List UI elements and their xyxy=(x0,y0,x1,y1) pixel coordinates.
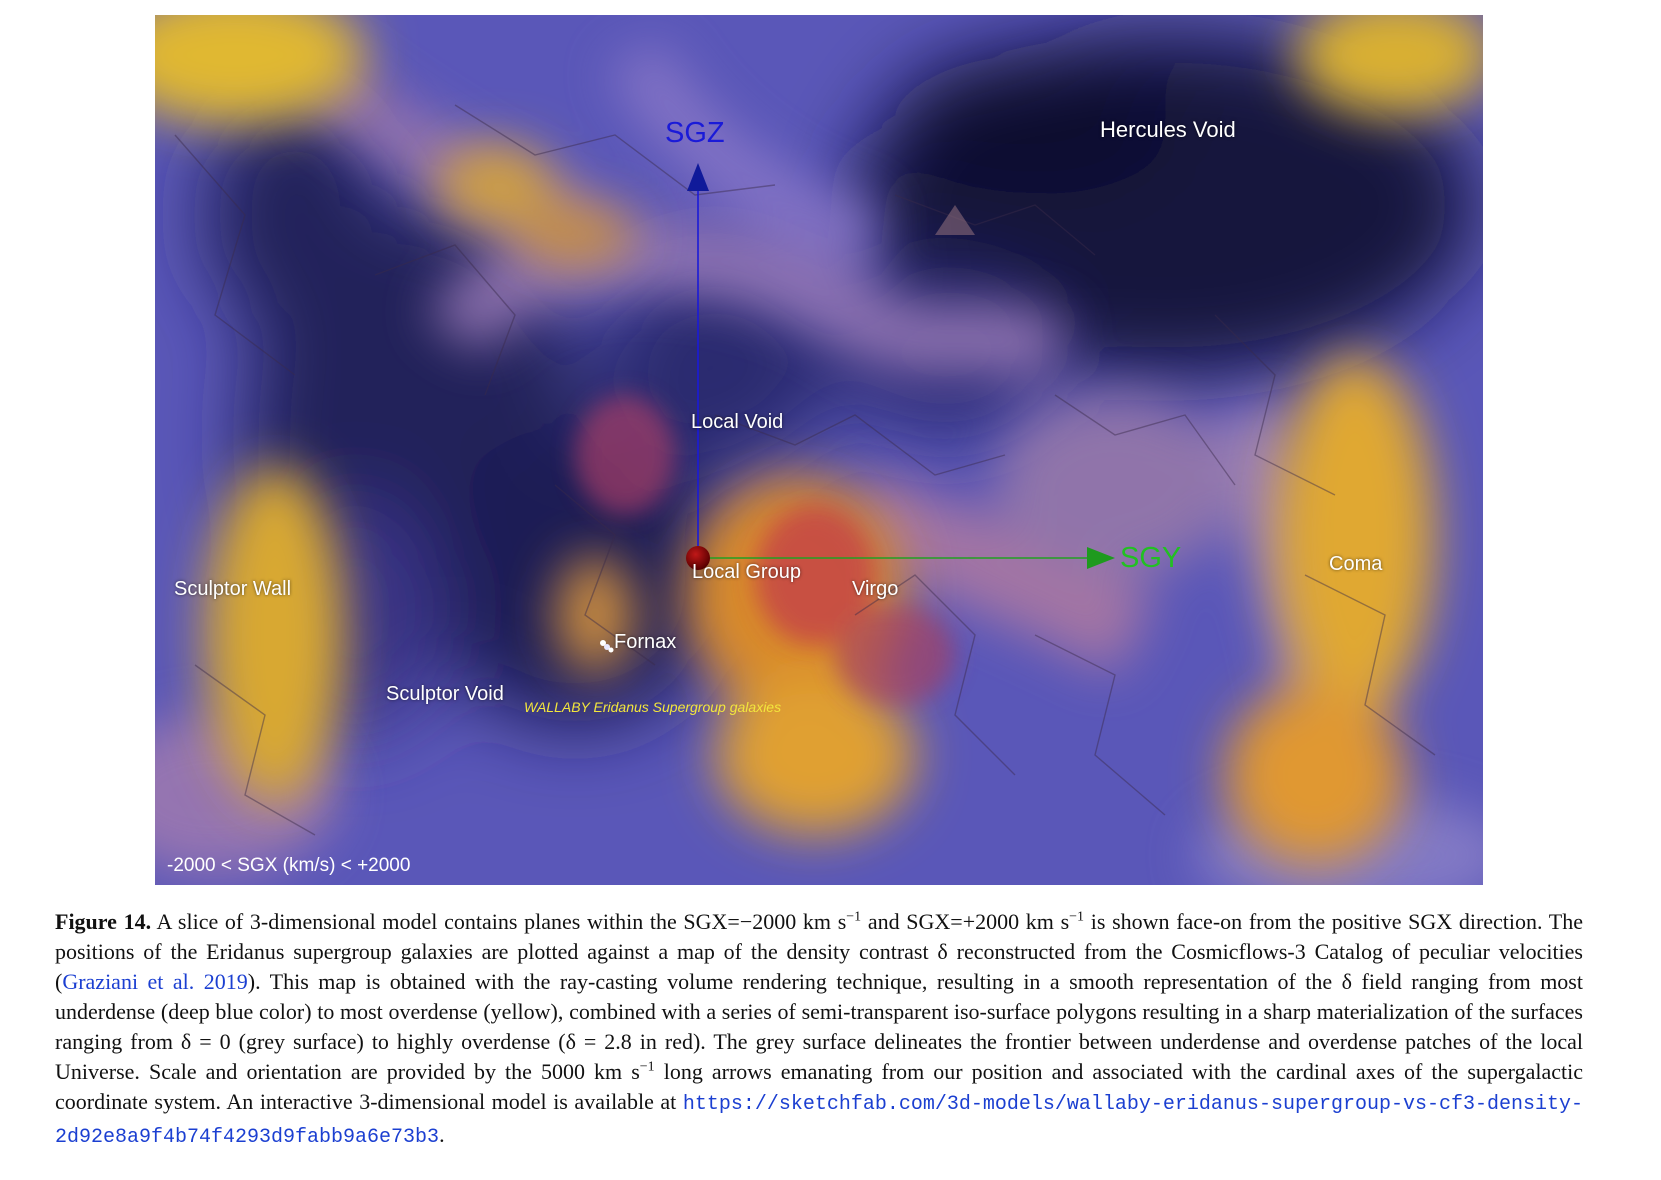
caption-sup-1: −1 xyxy=(846,910,861,925)
caption-text-6: . xyxy=(439,1122,445,1147)
sgy-axis-label: SGY xyxy=(1120,542,1181,575)
caption-sup-2: −1 xyxy=(1069,910,1084,925)
wallaby-label: WALLABY Eridanus Supergroup galaxies xyxy=(524,699,781,715)
figure-caption: Figure 14. A slice of 3-dimensional mode… xyxy=(55,907,1583,1153)
sgz-axis-label: SGZ xyxy=(665,117,725,150)
caption-sup-3: −1 xyxy=(640,1060,655,1075)
local-group-label: Local Group xyxy=(692,561,801,584)
coma-label: Coma xyxy=(1329,553,1382,576)
density-map-figure: SGZ SGY Hercules Void Local Void Local G… xyxy=(155,15,1483,885)
fornax-label: Fornax xyxy=(614,631,676,654)
caption-citation-link[interactable]: Graziani et al. 2019 xyxy=(62,969,247,994)
caption-text-1: A slice of 3-dimensional model contains … xyxy=(151,909,846,934)
sculptor-wall-label: Sculptor Wall xyxy=(174,578,291,601)
density-map-render xyxy=(155,15,1483,885)
local-void-label: Local Void xyxy=(691,411,783,434)
virgo-label: Virgo xyxy=(852,578,898,601)
caption-label: Figure 14. xyxy=(55,909,151,934)
hercules-void-label: Hercules Void xyxy=(1100,117,1236,143)
caption-text-2: and SGX=+2000 km s xyxy=(861,909,1069,934)
slice-range-label: -2000 < SGX (km/s) < +2000 xyxy=(167,855,410,877)
sculptor-void-label: Sculptor Void xyxy=(386,683,504,706)
